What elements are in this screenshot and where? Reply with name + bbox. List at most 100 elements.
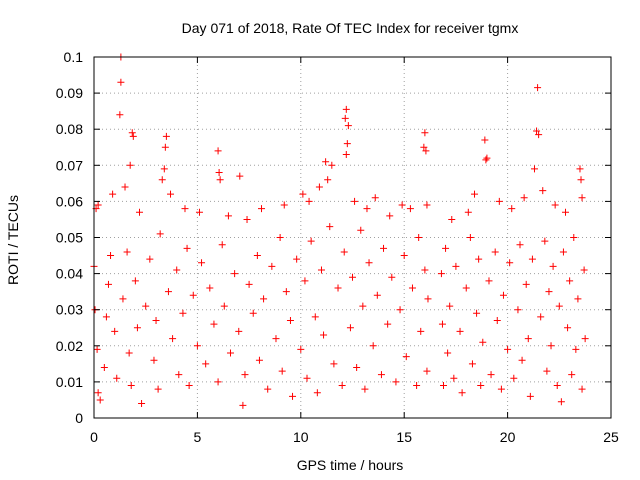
data-point xyxy=(545,288,553,296)
data-point xyxy=(361,385,369,393)
data-point xyxy=(125,349,133,357)
data-point xyxy=(241,371,249,379)
data-point xyxy=(128,129,136,137)
data-point xyxy=(138,400,146,408)
x-axis-label: GPS time / hours xyxy=(297,457,404,473)
data-point xyxy=(94,389,102,397)
data-point xyxy=(152,317,160,325)
data-point xyxy=(485,277,493,285)
data-point xyxy=(164,288,172,296)
data-point xyxy=(386,212,394,220)
data-point xyxy=(398,201,406,209)
data-point xyxy=(214,378,222,386)
data-point xyxy=(154,385,162,393)
data-point xyxy=(564,324,572,332)
data-point xyxy=(479,338,487,346)
data-point xyxy=(514,306,522,314)
data-point xyxy=(224,212,232,220)
data-point xyxy=(340,248,348,256)
data-point xyxy=(574,295,582,303)
data-point xyxy=(481,136,489,144)
data-point xyxy=(549,262,557,270)
data-point xyxy=(311,313,319,321)
data-point xyxy=(280,201,288,209)
data-point xyxy=(580,266,588,274)
x-tick-label: 25 xyxy=(603,429,619,445)
data-point xyxy=(185,382,193,390)
data-point xyxy=(239,401,247,409)
data-point xyxy=(516,241,524,249)
data-point xyxy=(100,363,108,371)
data-point xyxy=(133,324,141,332)
data-point xyxy=(328,161,336,169)
data-point xyxy=(578,385,586,393)
data-point xyxy=(158,176,166,184)
data-point xyxy=(156,230,164,238)
data-point xyxy=(359,302,367,310)
data-point xyxy=(278,367,286,375)
data-point xyxy=(388,273,396,281)
data-point xyxy=(249,309,257,317)
data-point xyxy=(528,255,536,263)
data-point xyxy=(452,262,460,270)
data-point xyxy=(417,327,425,335)
y-tick-labels: 0 0.01 0.02 0.03 0.04 0.05 0.06 0.07 0.08 0.09 0.1 xyxy=(56,49,83,426)
data-point xyxy=(210,320,218,328)
data-point xyxy=(520,194,528,202)
data-point xyxy=(537,313,545,321)
data-point xyxy=(413,382,421,390)
y-tick-label: 0.04 xyxy=(56,266,83,282)
data-point xyxy=(578,194,586,202)
data-point xyxy=(179,309,187,317)
data-point xyxy=(508,205,516,213)
data-point xyxy=(576,165,584,173)
data-point xyxy=(173,266,181,274)
data-point xyxy=(220,302,228,310)
data-point xyxy=(324,176,332,184)
data-point xyxy=(559,248,567,256)
data-point xyxy=(293,255,301,263)
data-point xyxy=(113,374,121,382)
data-point xyxy=(121,183,129,191)
data-point xyxy=(320,331,328,339)
data-point xyxy=(423,367,431,375)
data-point xyxy=(245,280,253,288)
data-point xyxy=(572,345,580,353)
data-point xyxy=(344,122,352,130)
data-point xyxy=(93,345,101,353)
data-point xyxy=(473,309,481,317)
data-point xyxy=(215,169,223,177)
data-point xyxy=(533,127,541,135)
data-point xyxy=(169,335,177,343)
data-point xyxy=(276,234,284,241)
data-point xyxy=(482,156,490,164)
data-point xyxy=(301,277,309,285)
data-point xyxy=(495,197,503,205)
data-point xyxy=(307,237,315,245)
data-point xyxy=(420,143,428,151)
data-point xyxy=(129,132,137,140)
x-tick-label: 0 xyxy=(90,429,98,445)
data-point xyxy=(353,363,361,371)
data-point xyxy=(162,132,170,140)
data-point xyxy=(351,197,359,205)
data-point xyxy=(499,291,507,299)
data-point xyxy=(330,360,338,368)
data-point xyxy=(343,140,351,148)
data-point xyxy=(111,327,119,335)
y-tick-label: 0 xyxy=(75,410,83,426)
data-point xyxy=(150,356,158,364)
data-point xyxy=(437,270,445,278)
data-point xyxy=(235,327,243,335)
data-point xyxy=(303,374,311,382)
data-point xyxy=(570,234,578,241)
data-point xyxy=(216,176,224,184)
data-point xyxy=(357,226,365,234)
data-point xyxy=(471,190,479,198)
data-point xyxy=(116,111,124,119)
y-tick-label: 0.02 xyxy=(56,338,83,354)
data-point xyxy=(530,165,538,173)
y-tick-label: 0.07 xyxy=(56,157,83,173)
data-point xyxy=(206,284,214,292)
axis-ticks xyxy=(93,56,612,419)
